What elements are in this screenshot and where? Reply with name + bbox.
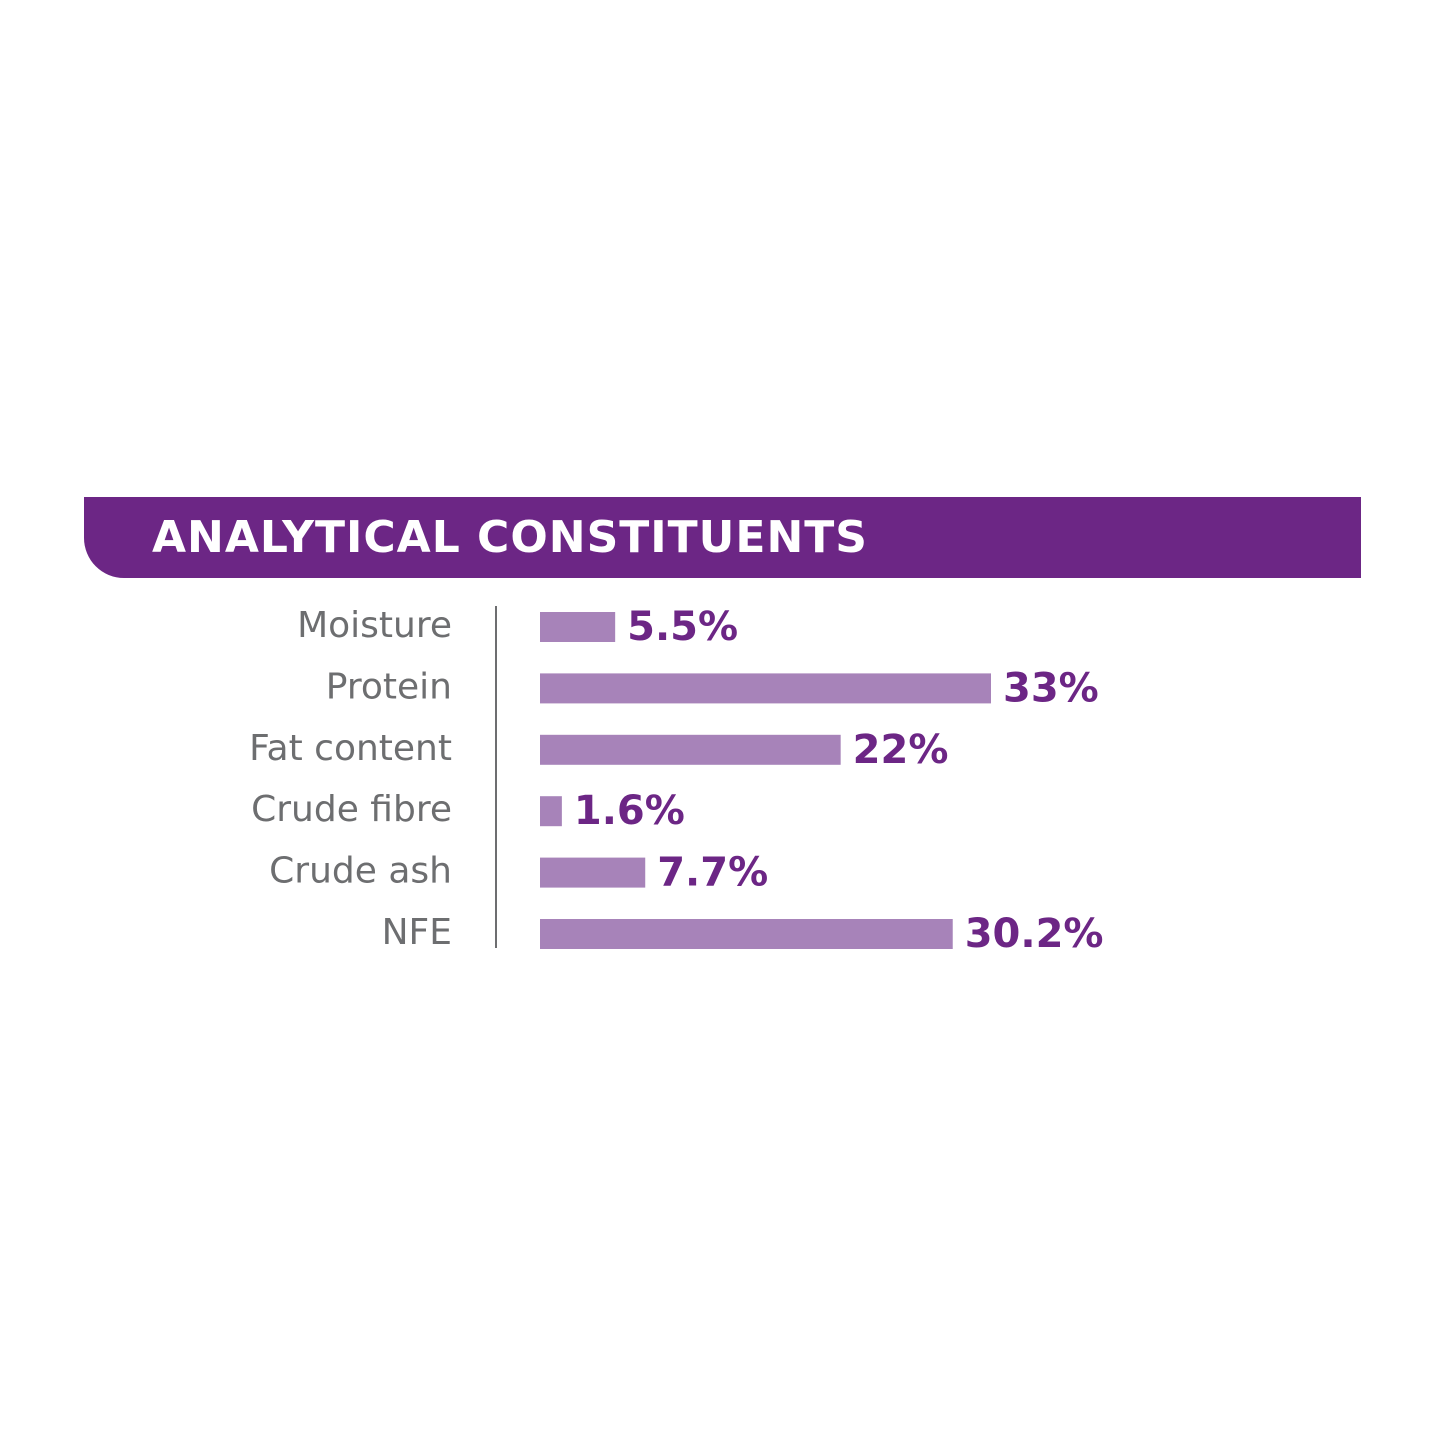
category-label: Crude fibre <box>251 789 452 830</box>
bar <box>540 796 562 827</box>
value-label: 7.7% <box>657 850 768 896</box>
value-label: 1.6% <box>574 788 685 834</box>
category-label: Crude ash <box>269 851 452 892</box>
bar <box>540 612 616 642</box>
bar <box>540 673 991 704</box>
value-label: 22% <box>853 727 949 773</box>
category-label: Fat content <box>249 728 452 769</box>
bar <box>540 734 841 765</box>
value-label: 33% <box>1003 665 1099 711</box>
value-label: 5.5% <box>627 604 738 650</box>
bar <box>540 857 646 888</box>
category-label: NFE <box>382 912 452 953</box>
category-label: Protein <box>326 666 452 707</box>
category-label: Moisture <box>297 605 452 646</box>
bar <box>540 919 953 949</box>
header-banner <box>84 497 1361 578</box>
value-label: 30.2% <box>965 911 1104 957</box>
chart-title: ANALYTICAL CONSTITUENTS <box>152 512 868 563</box>
